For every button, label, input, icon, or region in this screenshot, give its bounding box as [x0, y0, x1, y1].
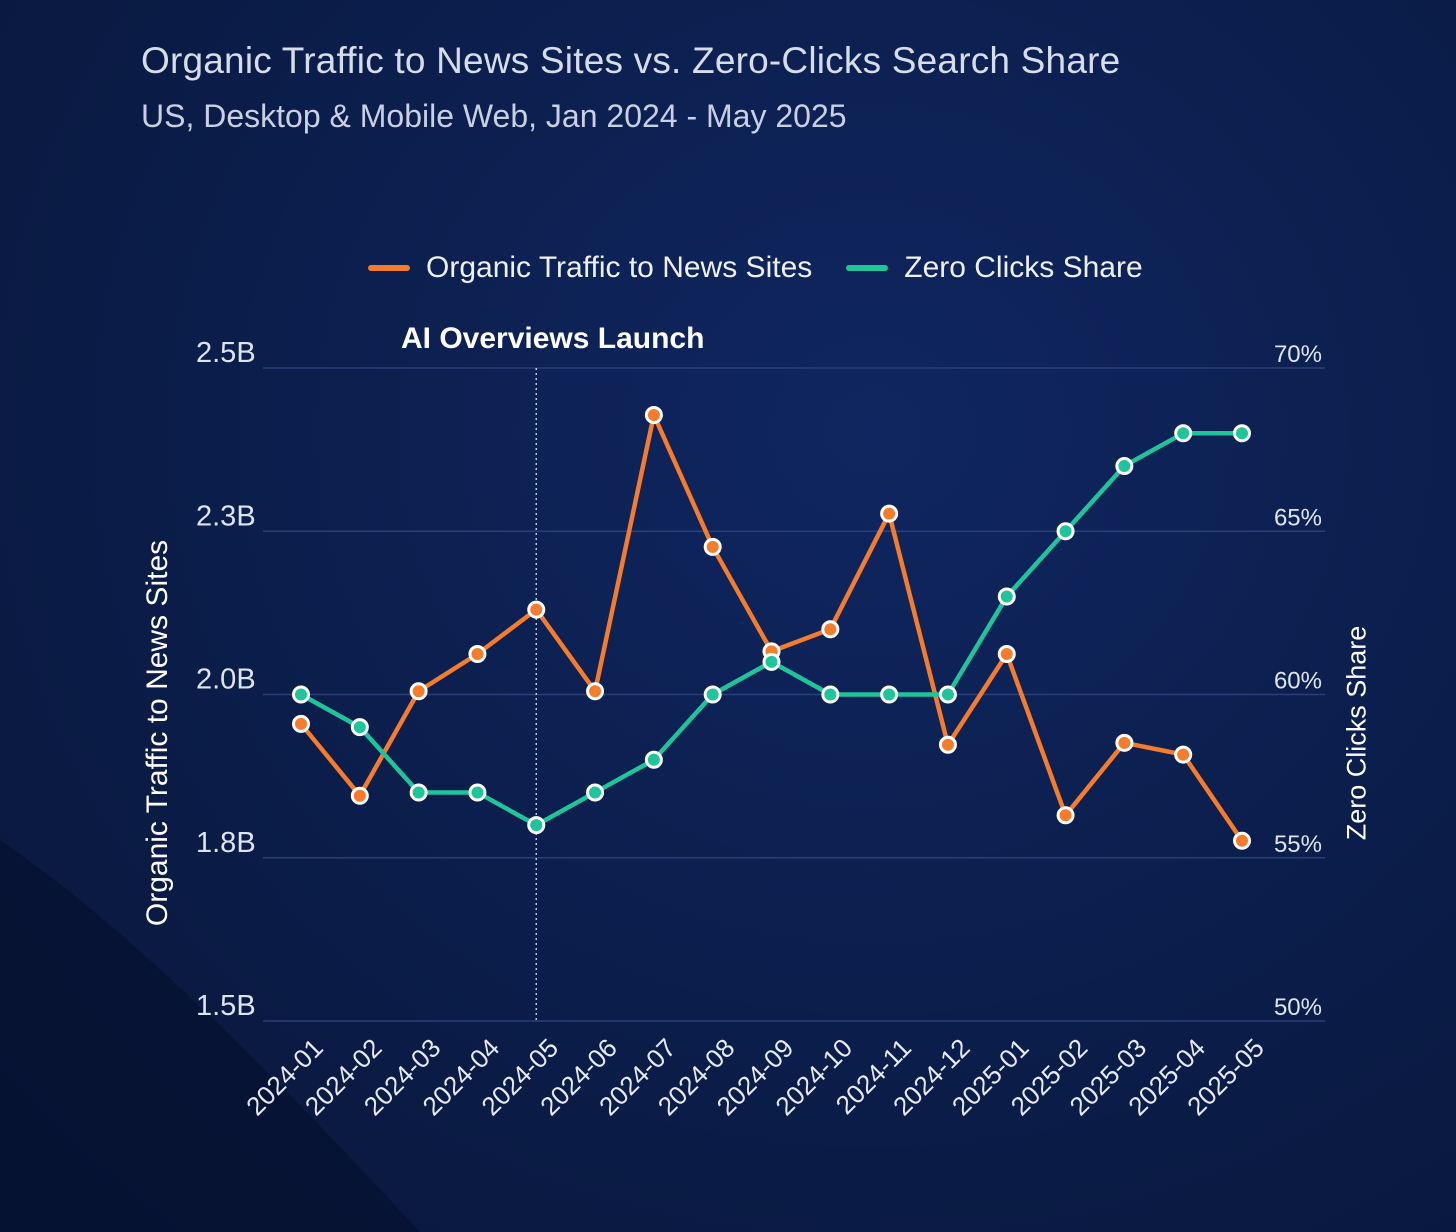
legend-item-organic: Organic Traffic to News Sites — [368, 251, 812, 285]
legend-swatch-zero-clicks — [846, 265, 889, 271]
organic-traffic-point — [468, 645, 487, 664]
organic-traffic-point — [938, 735, 957, 754]
organic-traffic-point — [1115, 733, 1134, 752]
zero-clicks-point — [1233, 424, 1251, 443]
zero-clicks-point — [644, 750, 663, 769]
chart-legend: Organic Traffic to News Sites Zero Click… — [368, 251, 1177, 285]
y-left-tick-label: 2.0B — [196, 664, 256, 696]
zero-clicks-line — [298, 431, 1245, 828]
zero-clicks-point — [938, 685, 957, 704]
y-left-tick-label: 2.5B — [196, 337, 256, 369]
zero-clicks-point — [762, 652, 781, 671]
chart-title: Organic Traffic to News Sites vs. Zero-C… — [141, 40, 1121, 81]
zero-clicks-point — [468, 783, 487, 802]
organic-traffic-point — [644, 406, 663, 425]
organic-traffic-point — [1233, 831, 1251, 850]
zero-clicks-point — [1115, 456, 1134, 475]
y-left-tick-label: 1.5B — [196, 990, 256, 1022]
organic-traffic-point — [586, 682, 605, 701]
organic-traffic-point — [703, 537, 722, 556]
legend-item-zero-clicks: Zero Clicks Share — [846, 251, 1143, 285]
zero-clicks-point — [527, 816, 546, 835]
organic-traffic-point — [1056, 806, 1075, 825]
organic-traffic-point — [997, 645, 1016, 664]
y-right-tick-label: 60% — [1274, 668, 1322, 695]
legend-swatch-organic — [368, 265, 410, 271]
zero-clicks-point — [703, 685, 722, 704]
y-right-tick-label: 70% — [1274, 341, 1322, 368]
zero-clicks-point — [292, 685, 310, 704]
organic-traffic-point — [527, 600, 546, 619]
zero-clicks-point — [997, 587, 1016, 606]
y-left-tick-label: 2.3B — [196, 500, 256, 532]
zero-clicks-point — [586, 783, 605, 802]
zero-clicks-point — [880, 685, 899, 704]
y-axis-right-title: Zero Clicks Share — [1341, 625, 1372, 841]
organic-traffic-point — [821, 620, 840, 639]
organic-traffic-point — [409, 682, 428, 701]
y-right-tick-label: 50% — [1274, 994, 1322, 1021]
organic-traffic-point — [880, 504, 899, 523]
organic-traffic-point — [1174, 745, 1193, 764]
chart-subtitle: US, Desktop & Mobile Web, Jan 2024 - May… — [141, 98, 847, 134]
y-left-tick-label: 1.8B — [196, 827, 256, 859]
zero-clicks-point — [409, 783, 428, 802]
zero-clicks-point — [1056, 522, 1075, 541]
y-right-tick-label: 65% — [1274, 504, 1322, 531]
y-axis-left-title: Organic Traffic to News Sites — [141, 539, 174, 927]
zero-clicks-point — [1174, 424, 1193, 443]
zero-clicks-point — [821, 685, 840, 704]
organic-traffic-point — [292, 714, 310, 733]
zero-clicks-point — [350, 718, 369, 737]
legend-label-organic: Organic Traffic to News Sites — [426, 251, 813, 284]
legend-label-zero-clicks: Zero Clicks Share — [904, 251, 1143, 284]
y-right-tick-label: 55% — [1274, 831, 1322, 858]
organic-traffic-point — [350, 786, 369, 805]
annotation-label: AI Overviews Launch — [401, 322, 705, 355]
organic-traffic-line — [298, 412, 1245, 844]
